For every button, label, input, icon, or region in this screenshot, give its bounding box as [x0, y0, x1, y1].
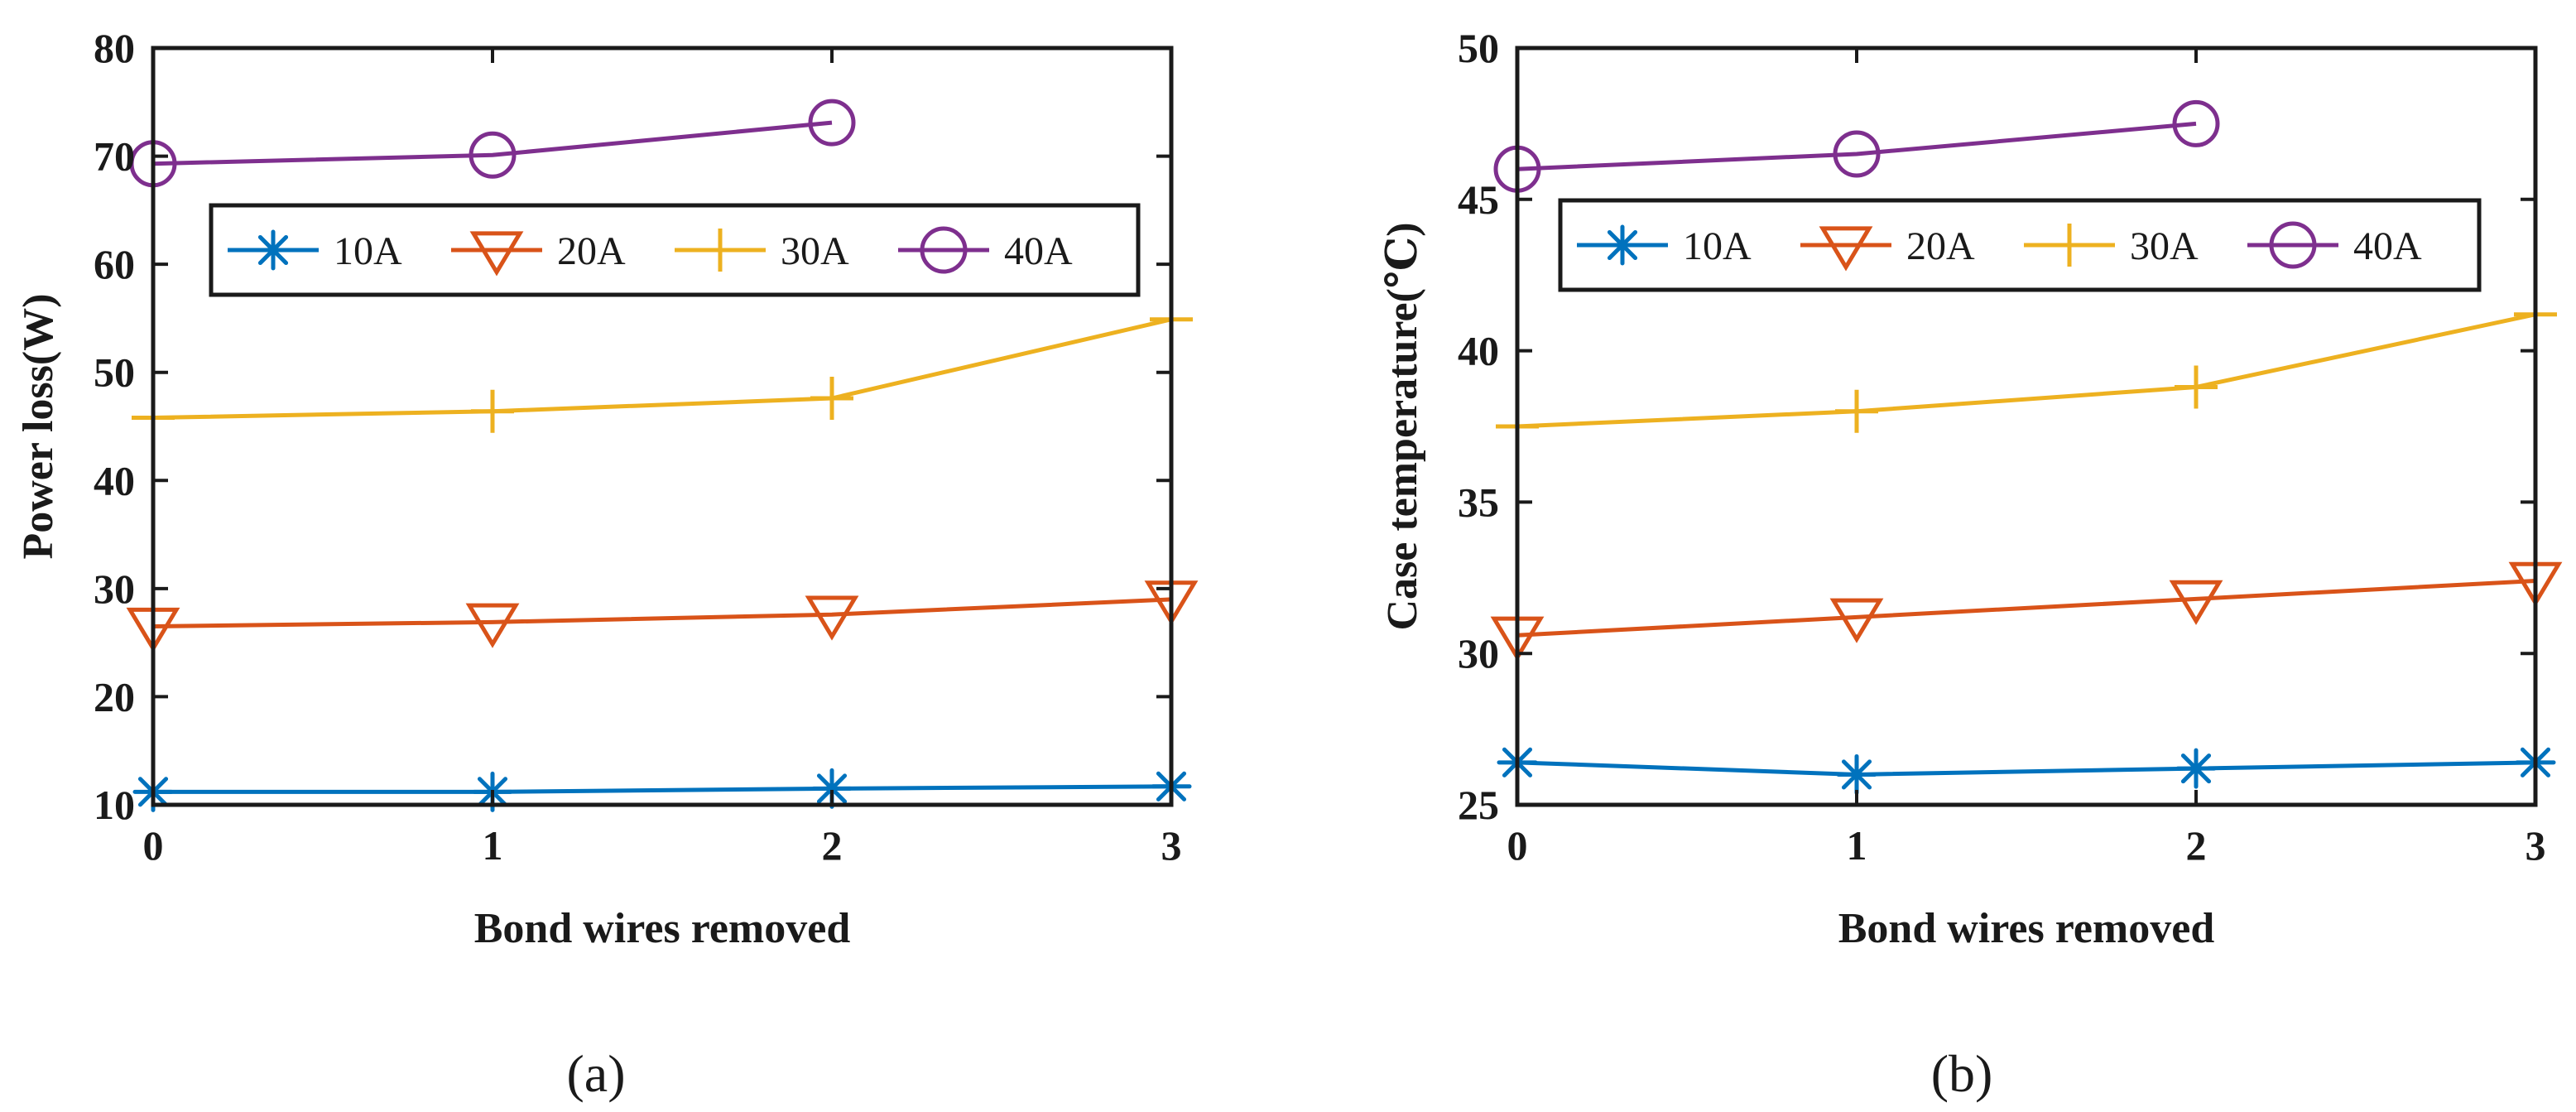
y-tick-label: 60 — [94, 241, 135, 287]
data-point-10A-1 — [1836, 753, 1877, 795]
plot-frame — [1515, 46, 2538, 807]
x-tick-label: 2 — [822, 822, 843, 869]
series-line-20A — [152, 597, 1172, 629]
legend-marker-20A — [469, 231, 524, 277]
x-tick-label: 2 — [2186, 822, 2207, 869]
y-tick-label: 80 — [94, 25, 135, 71]
legend-marker-30A — [699, 229, 742, 272]
data-point-40A-1 — [469, 131, 517, 179]
x-axis-label: Bond wires removed — [1838, 905, 2215, 952]
data-point-10A-2 — [2175, 748, 2217, 789]
y-tick-label: 40 — [94, 457, 135, 503]
y-tick-label: 10 — [94, 782, 135, 828]
plot-frame — [151, 46, 1174, 807]
y-tick-label: 70 — [94, 133, 135, 180]
x-tick-label: 1 — [483, 822, 503, 869]
x-tick-label: 0 — [1507, 822, 1528, 869]
y-tick-label: 40 — [1458, 328, 1499, 374]
legend-label-20A: 20A — [1906, 224, 1975, 268]
y-axis-label: Power loss(W) — [15, 293, 62, 559]
series-line-40A — [1516, 121, 2197, 171]
x-tick-label: 1 — [1847, 822, 1867, 869]
x-tick-label: 0 — [143, 822, 164, 869]
data-point-30A-2 — [2175, 365, 2218, 409]
series-line-20A — [1516, 578, 2536, 638]
y-tick-label: 30 — [1458, 630, 1499, 676]
chart-panel-b: 0 1 2 3 25 30 35 40 45 50 Bond wires removed Case t… — [1379, 25, 2563, 1103]
legend-label-10A: 10A — [334, 229, 402, 273]
data-point-30A-1 — [1835, 389, 1878, 433]
data-point-40A-2 — [808, 99, 856, 147]
series-line-30A — [152, 317, 1172, 421]
series-line-40A — [152, 120, 833, 166]
panel-caption: (a) — [566, 1044, 625, 1103]
data-point-10A-2 — [811, 768, 853, 809]
data-point-20A-1 — [1829, 598, 1884, 643]
legend-label-10A: 10A — [1683, 224, 1752, 268]
data-point-30A-1 — [471, 389, 514, 433]
data-point-20A-2 — [2169, 580, 2223, 625]
legend-marker-40A — [920, 226, 968, 274]
y-tick-label: 20 — [94, 673, 135, 720]
series-line-10A — [153, 784, 1172, 794]
data-point-20A-2 — [805, 595, 859, 641]
x-tick-label: 3 — [1161, 822, 1182, 869]
legend-marker-10A — [252, 229, 294, 271]
legend: 10A 20A 30A 40A — [1558, 198, 2482, 292]
legend-label-40A: 40A — [2353, 224, 2422, 268]
y-tick-label: 25 — [1458, 782, 1499, 828]
x-axis-label: Bond wires removed — [474, 905, 851, 952]
legend: 10A 20A 30A 40A — [209, 203, 1141, 297]
y-tick-label: 30 — [94, 566, 135, 612]
legend-label-20A: 20A — [557, 229, 626, 273]
x-tick-label: 3 — [2526, 822, 2546, 869]
data-point-20A-1 — [465, 603, 520, 648]
y-tick-label: 35 — [1458, 479, 1499, 525]
legend-marker-40A — [2269, 221, 2317, 269]
y-tick-label: 45 — [1458, 176, 1499, 223]
legend-marker-30A — [2048, 224, 2091, 267]
y-tick-label: 50 — [94, 349, 135, 396]
data-point-40A-1 — [1833, 130, 1881, 178]
legend-marker-20A — [1819, 226, 1873, 272]
legend-label-30A: 30A — [781, 229, 849, 273]
legend-label-40A: 40A — [1004, 229, 1073, 273]
data-point-40A-2 — [2172, 99, 2220, 147]
chart-panel-a: 0 1 2 3 10 20 30 40 50 60 70 80 Bond wires removed Po… — [15, 25, 1199, 1103]
data-point-30A-2 — [810, 377, 853, 421]
series-line-10A — [1516, 760, 2536, 777]
series-line-30A — [1516, 312, 2536, 429]
legend-marker-10A — [1602, 224, 1643, 266]
y-axis-label: Case temperature(℃) — [1379, 222, 1426, 630]
legend-label-30A: 30A — [2130, 224, 2199, 268]
y-tick-label: 50 — [1458, 25, 1499, 71]
panel-caption: (b) — [1931, 1044, 1993, 1103]
